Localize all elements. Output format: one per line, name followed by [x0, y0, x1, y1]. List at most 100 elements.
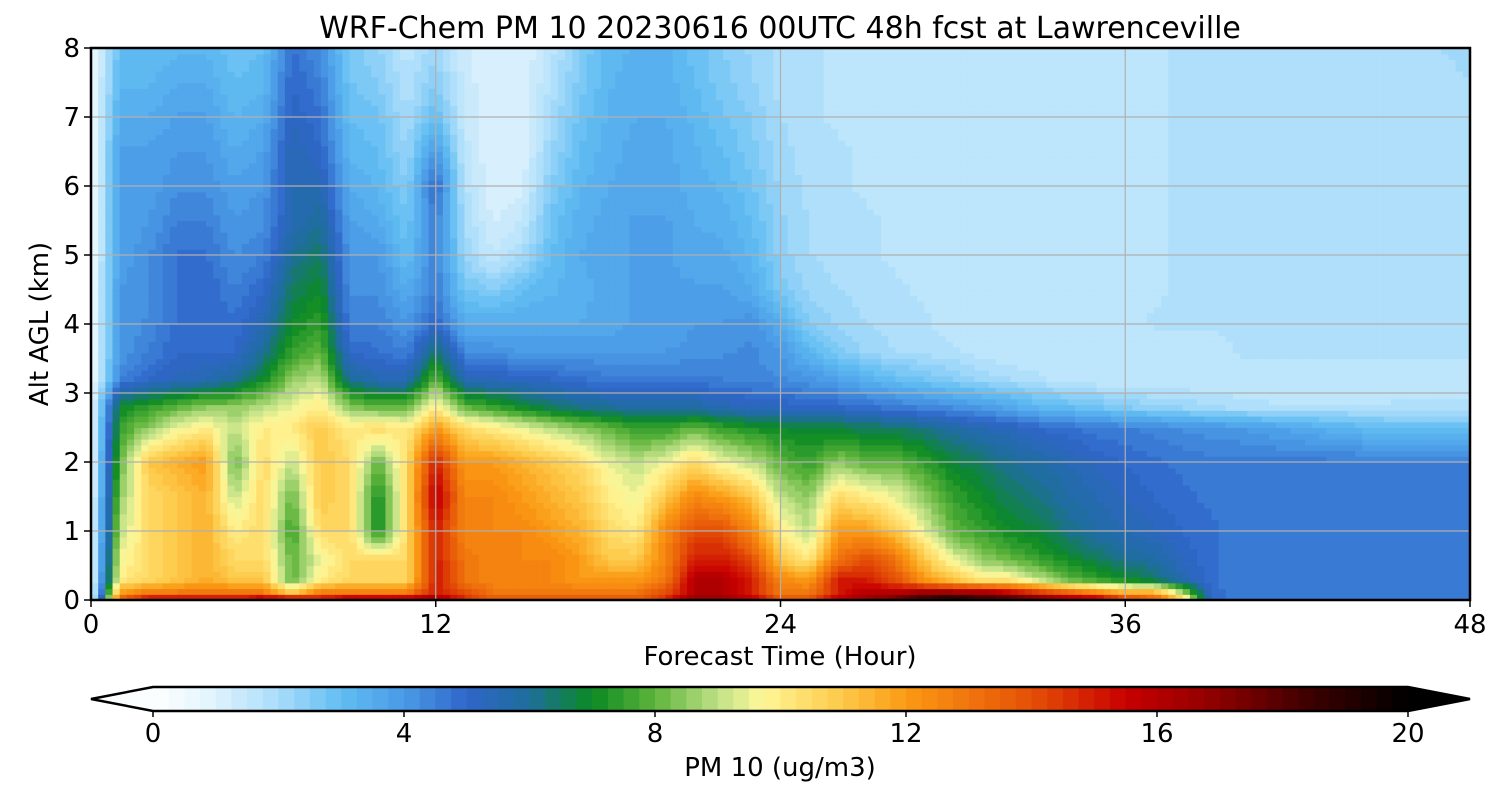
heatmap-cell	[277, 255, 286, 262]
heatmap-cell	[356, 65, 365, 72]
heatmap-cell	[407, 577, 415, 584]
heatmap-cell	[306, 381, 315, 388]
heatmap-cell	[292, 168, 300, 176]
heatmap-cell	[442, 174, 451, 181]
heatmap-cell	[155, 94, 164, 101]
heatmap-cell	[371, 168, 379, 176]
heatmap-cell	[162, 370, 171, 377]
heatmap-cell	[184, 186, 193, 193]
heatmap-cell	[435, 312, 444, 319]
heatmap-cell	[249, 145, 257, 153]
heatmap-cell	[435, 289, 444, 296]
heatmap-cell	[263, 128, 272, 135]
heatmap-cell	[227, 433, 236, 440]
heatmap-cell	[313, 283, 322, 291]
heatmap-cell	[134, 531, 142, 538]
heatmap-cell	[299, 496, 308, 503]
heatmap-cell	[385, 410, 394, 417]
heatmap-cell	[385, 145, 394, 153]
heatmap-cell	[385, 548, 394, 555]
heatmap-cell	[435, 370, 444, 377]
heatmap-cell	[227, 151, 236, 158]
heatmap-cell	[205, 559, 214, 567]
heatmap-cell	[299, 145, 308, 153]
heatmap-cell	[385, 260, 394, 268]
heatmap-cell	[141, 324, 150, 331]
heatmap-cell	[385, 577, 394, 584]
heatmap-cell	[205, 381, 214, 388]
heatmap-cell	[141, 542, 150, 549]
heatmap-cell	[299, 364, 308, 371]
heatmap-cell	[349, 306, 358, 314]
heatmap-cell	[98, 186, 106, 193]
heatmap-cell	[299, 479, 308, 486]
heatmap-cell	[119, 565, 128, 572]
heatmap-cell	[170, 456, 178, 463]
heatmap-cell	[414, 381, 422, 388]
heatmap-cell	[155, 128, 164, 135]
heatmap-cell	[306, 151, 315, 158]
heatmap-cell	[450, 358, 458, 365]
heatmap-cell	[320, 255, 329, 262]
heatmap-cell	[220, 278, 229, 285]
heatmap-cell	[177, 157, 185, 164]
heatmap-cell	[342, 312, 351, 319]
heatmap-cell	[119, 140, 128, 147]
heatmap-cell	[284, 364, 293, 371]
heatmap-cell	[363, 76, 372, 84]
heatmap-cell	[270, 48, 279, 55]
heatmap-cell	[335, 439, 343, 446]
heatmap-cell	[399, 145, 408, 153]
heatmap-cell	[91, 145, 99, 153]
heatmap-cell	[363, 255, 372, 262]
heatmap-cell	[105, 387, 114, 394]
heatmap-cell	[284, 318, 293, 325]
heatmap-cell	[320, 479, 329, 486]
heatmap-cell	[126, 48, 135, 55]
heatmap-cell	[91, 82, 99, 89]
heatmap-cell	[227, 324, 236, 331]
heatmap-cell	[428, 71, 437, 78]
heatmap-cell	[184, 329, 193, 337]
heatmap-cell	[363, 99, 372, 107]
heatmap-cell	[414, 565, 422, 572]
heatmap-cell	[162, 283, 171, 291]
heatmap-cell	[119, 243, 128, 250]
heatmap-cell	[450, 335, 458, 342]
heatmap-cell	[292, 289, 300, 296]
heatmap-cell	[407, 203, 415, 210]
heatmap-cell	[313, 364, 322, 371]
heatmap-cell	[371, 237, 379, 245]
heatmap-cell	[363, 168, 372, 176]
heatmap-cell	[399, 105, 408, 112]
heatmap-cell	[198, 513, 207, 521]
heatmap-cell	[148, 232, 157, 239]
heatmap-cell	[119, 237, 128, 245]
heatmap-cell	[385, 99, 394, 107]
heatmap-cell	[428, 301, 437, 308]
heatmap-cell	[371, 117, 379, 124]
heatmap-cell	[170, 203, 178, 210]
heatmap-cell	[184, 485, 193, 492]
heatmap-cell	[428, 531, 437, 538]
heatmap-cell	[435, 554, 444, 561]
heatmap-cell	[249, 375, 257, 383]
heatmap-cell	[177, 513, 185, 521]
heatmap-cell	[256, 306, 264, 314]
heatmap-cell	[105, 266, 114, 273]
heatmap-cell	[205, 479, 214, 486]
heatmap-cell	[435, 71, 444, 78]
heatmap-cell	[385, 289, 394, 296]
heatmap-cell	[241, 416, 250, 423]
heatmap-cell	[205, 508, 214, 515]
heatmap-cell	[119, 502, 128, 509]
heatmap-cell	[234, 163, 243, 170]
heatmap-cell	[234, 209, 243, 216]
heatmap-cell	[450, 134, 458, 141]
heatmap-cell	[414, 197, 422, 204]
heatmap-cell	[335, 122, 343, 130]
heatmap-cell	[284, 260, 293, 268]
heatmap-cell	[91, 416, 99, 423]
heatmap-cell	[170, 536, 178, 544]
heatmap-cell	[162, 88, 171, 95]
